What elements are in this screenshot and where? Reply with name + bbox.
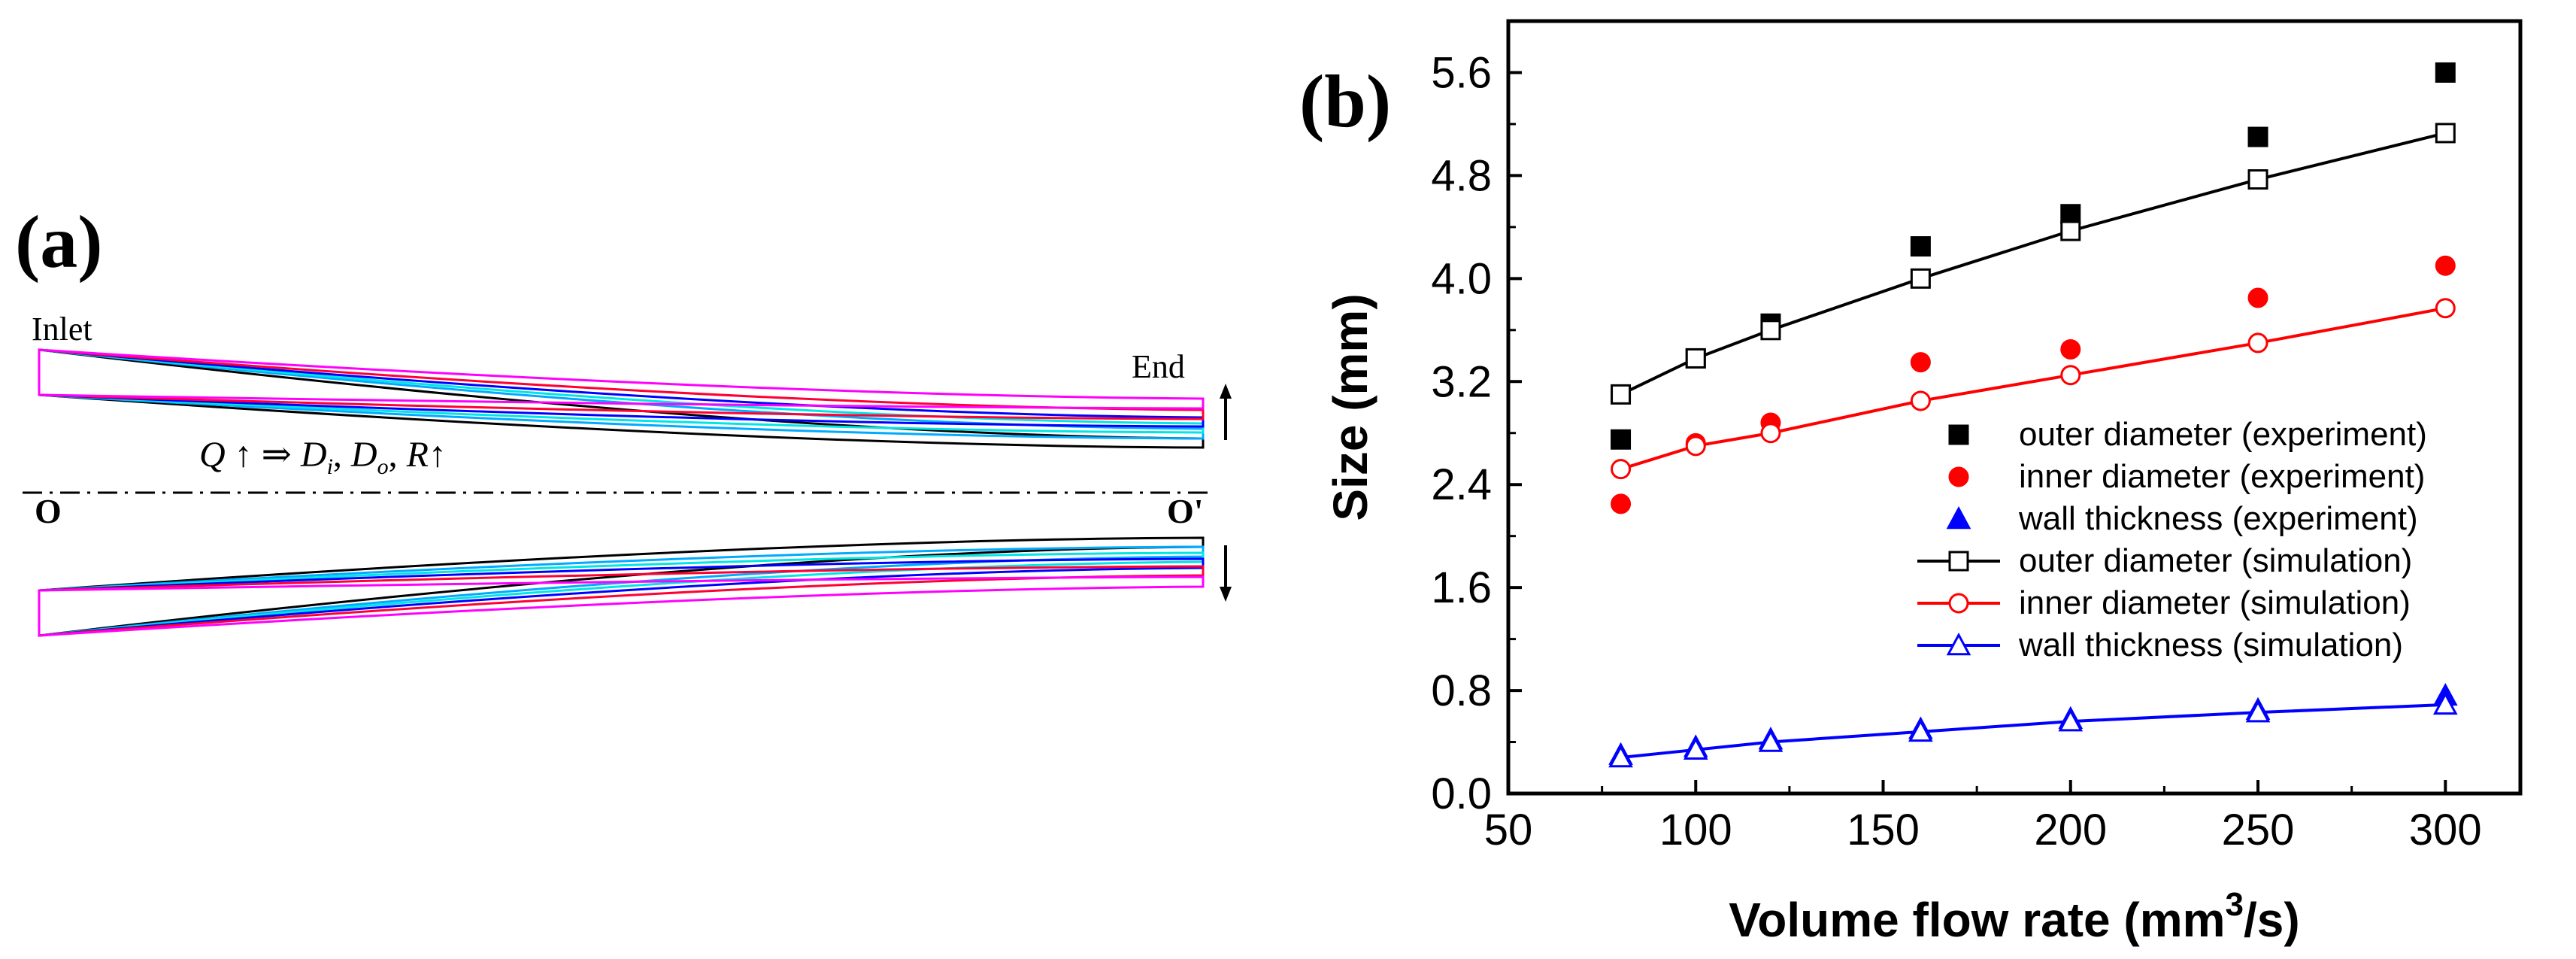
y-tick-label: 4.8 bbox=[1431, 151, 1492, 200]
legend-marker bbox=[1948, 466, 1969, 487]
jet-profile-outline bbox=[38, 545, 1205, 637]
legend-label: wall thickness (experiment) bbox=[2018, 500, 2418, 537]
jet-profile-outline bbox=[38, 348, 1205, 428]
legend-label: outer diameter (experiment) bbox=[2019, 416, 2427, 453]
series-line bbox=[1620, 703, 2446, 760]
legend-marker bbox=[1946, 506, 1971, 530]
data-point bbox=[1685, 347, 1706, 369]
y-axis-ticks: 0.0 0.8 1.6 2.4 3.2 4.0 4.8 5.6 bbox=[1431, 48, 1522, 818]
legend-marker bbox=[1948, 424, 1969, 445]
jet-profile-outline bbox=[38, 536, 1205, 637]
data-point bbox=[2058, 709, 2084, 732]
upward-arrow bbox=[1220, 384, 1232, 440]
data-point bbox=[1611, 459, 1632, 480]
x-tick-label: 100 bbox=[1659, 806, 1732, 854]
y-tick-label: 4.0 bbox=[1431, 254, 1492, 303]
lower-jet-profiles bbox=[38, 536, 1205, 637]
x-axis-ticks: 50 100 150 200 250 300 bbox=[1484, 780, 2482, 854]
x-tick-label: 150 bbox=[1847, 806, 1920, 854]
data-point bbox=[1683, 736, 1708, 760]
legend-label: wall thickness (simulation) bbox=[2018, 627, 2403, 663]
data-point bbox=[1608, 745, 1633, 768]
axis-end-label: O' bbox=[1167, 492, 1204, 530]
legend: outer diameter (experiment) inner diamete… bbox=[1917, 416, 2427, 663]
data-point bbox=[2247, 126, 2268, 147]
jet-profile-outline bbox=[38, 348, 1205, 410]
axis-start-label: O bbox=[35, 492, 62, 530]
data-point bbox=[2247, 287, 2268, 308]
data-point bbox=[1908, 718, 1933, 742]
y-tick-label: 3.2 bbox=[1431, 357, 1492, 406]
jet-profile-outline bbox=[38, 551, 1205, 637]
data-point bbox=[2060, 204, 2081, 225]
legend-marker bbox=[1948, 551, 1969, 572]
data-point bbox=[2435, 298, 2456, 319]
legend-label: outer diameter (simulation) bbox=[2019, 542, 2412, 579]
end-label: End bbox=[1132, 348, 1185, 385]
data-point bbox=[2245, 700, 2271, 723]
x-tick-label: 300 bbox=[2409, 806, 2482, 854]
y-tick-label: 0.0 bbox=[1431, 769, 1492, 818]
inlet-label: Inlet bbox=[32, 311, 92, 347]
relation-formula: Q ↑ ⇒ Di, Do, R↑ bbox=[199, 435, 447, 479]
data-point bbox=[2060, 220, 2081, 241]
data-point bbox=[1760, 320, 1781, 341]
data-point bbox=[1611, 429, 1632, 450]
panel-b-label: (b) bbox=[1299, 59, 1391, 143]
x-axis-label: Volume flow rate (mm3/s) bbox=[1729, 886, 2299, 947]
plot-frame bbox=[1506, 19, 2523, 796]
jet-profile-outline bbox=[38, 348, 1205, 420]
legend-marker bbox=[1946, 633, 1971, 656]
jet-profile-outline bbox=[38, 575, 1205, 637]
panel-b: (b) 0.0 0.8 1.6 2.4 3.2 4.0 4.8 5.6 50 100 150 200… bbox=[1299, 19, 2523, 947]
jet-profile-outline bbox=[38, 348, 1205, 434]
y-tick-label: 0.8 bbox=[1431, 666, 1492, 715]
data-point bbox=[1910, 268, 1931, 289]
data-point bbox=[1611, 493, 1632, 514]
jet-profile-outline bbox=[38, 557, 1205, 637]
y-axis-label: Size (mm) bbox=[1323, 293, 1377, 520]
panel-a: (a) Inlet End O O' Q ↑ ⇒ Di, Do, R↑ bbox=[15, 200, 1232, 637]
data-point bbox=[2435, 62, 2456, 83]
x-tick-label: 50 bbox=[1484, 806, 1533, 854]
jet-profile-outline bbox=[38, 348, 1205, 440]
data-point bbox=[2247, 332, 2268, 354]
y-tick-label: 1.6 bbox=[1431, 563, 1492, 612]
downward-arrow bbox=[1220, 545, 1232, 602]
data-point bbox=[1910, 390, 1931, 411]
legend-label: inner diameter (experiment) bbox=[2019, 458, 2425, 495]
data-point bbox=[2435, 123, 2456, 144]
series-line bbox=[1620, 131, 2446, 396]
data-point bbox=[1611, 384, 1632, 405]
data-point bbox=[1758, 729, 1784, 752]
legend-label: inner diameter (simulation) bbox=[2019, 584, 2411, 621]
data-point bbox=[2060, 365, 2081, 386]
x-tick-label: 250 bbox=[2222, 806, 2295, 854]
upper-jet-profiles bbox=[38, 348, 1205, 449]
jet-profile-outline bbox=[38, 348, 1205, 449]
data-point bbox=[1685, 435, 1706, 457]
legend-marker bbox=[1948, 593, 1969, 614]
data-point bbox=[1910, 236, 1931, 257]
jet-profile-outline bbox=[38, 565, 1205, 637]
data-point bbox=[1910, 352, 1931, 373]
data-point bbox=[2432, 691, 2458, 715]
x-tick-label: 200 bbox=[2034, 806, 2107, 854]
data-point bbox=[2247, 169, 2268, 190]
y-tick-label: 5.6 bbox=[1431, 48, 1492, 97]
data-point bbox=[1760, 423, 1781, 444]
data-point bbox=[2435, 255, 2456, 276]
data-point bbox=[2060, 338, 2081, 360]
panel-a-label: (a) bbox=[15, 200, 103, 284]
series-markers bbox=[1608, 62, 2458, 768]
y-tick-label: 2.4 bbox=[1431, 460, 1492, 509]
